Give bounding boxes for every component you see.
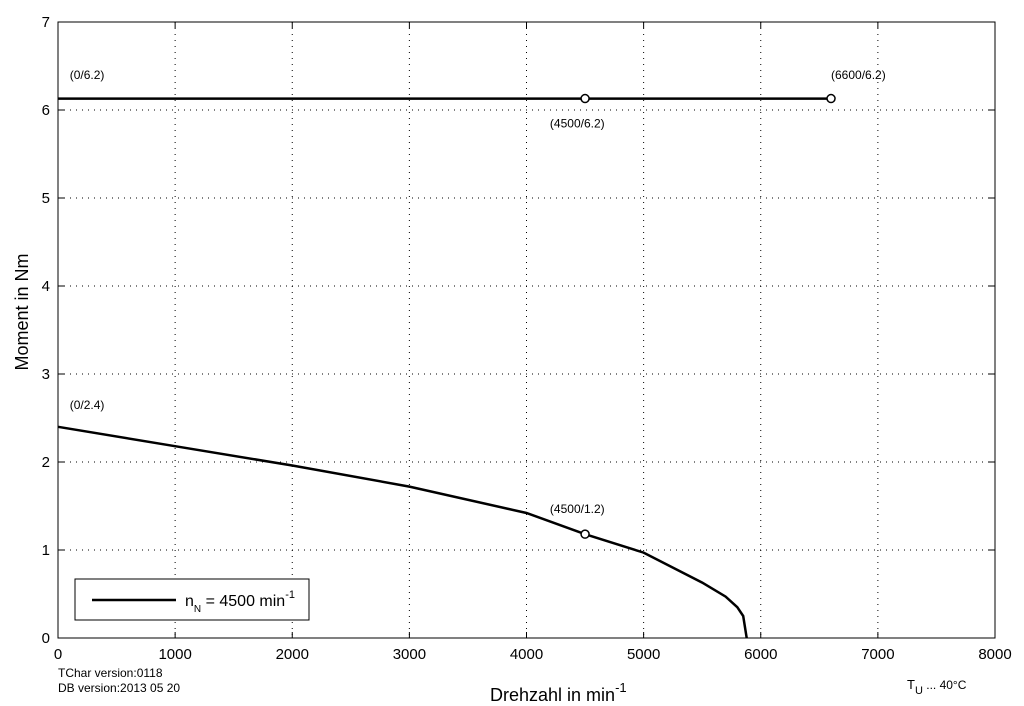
x-tick-label: 5000: [627, 646, 660, 663]
grid: [58, 22, 995, 638]
y-tick-label: 0: [42, 630, 50, 647]
data-point-marker: [580, 529, 590, 539]
y-tick-label: 7: [42, 14, 50, 31]
x-tick-label: 2000: [276, 646, 309, 663]
y-tick-label: 2: [42, 454, 50, 471]
ambient-temperature: TU ... 40°C: [907, 677, 967, 697]
y-tick-label: 3: [42, 366, 50, 383]
ambient-subscript: U: [915, 685, 923, 697]
x-tick-label: 6000: [744, 646, 777, 663]
point-annotation: (6600/6.2): [831, 68, 886, 82]
series-line-2: [57, 425, 748, 639]
ambient-value: ... 40°C: [923, 678, 967, 692]
y-axis-label: Moment in Nm: [12, 253, 32, 370]
data-point-marker: [826, 93, 836, 104]
plot-area-frame: [57, 21, 996, 639]
legend-subscript: N: [194, 604, 201, 615]
x-tick-label: 3000: [393, 646, 426, 663]
series-lines: [57, 97, 831, 639]
legend-symbol: n: [185, 593, 194, 610]
point-annotation: (0/2.4): [70, 398, 105, 412]
point-annotation: (4500/1.2): [550, 502, 605, 516]
x-axis-label: Drehzahl in min-1: [490, 680, 627, 705]
y-tick-label: 4: [42, 278, 50, 295]
point-annotations: (0/6.2) (6600/6.2) (4500/6.2) (0/2.4) (4500/…: [70, 68, 886, 516]
point-annotation: (0/6.2): [70, 68, 105, 82]
legend-label: nN = 4500 min-1: [185, 589, 295, 615]
x-tick-label: 4000: [510, 646, 543, 663]
x-tick-label: 7000: [861, 646, 894, 663]
legend-text: = 4500 min: [201, 593, 285, 610]
x-tick-label: 8000: [978, 646, 1011, 663]
y-tick-label: 5: [42, 190, 50, 207]
point-annotation: (4500/6.2): [550, 117, 605, 131]
x-tick-label: 1000: [158, 646, 191, 663]
data-markers: [580, 93, 836, 539]
legend: nN = 4500 min-1: [74, 578, 310, 621]
data-point-marker: [580, 93, 590, 104]
db-version: DB version:2013 05 20: [58, 681, 180, 695]
tchar-version: TChar version:0118: [58, 666, 163, 680]
x-axis-label-sup: -1: [615, 680, 627, 695]
ambient-symbol: T: [907, 677, 915, 692]
x-axis-label-text: Drehzahl in min: [490, 685, 615, 705]
y-tick-label: 6: [42, 102, 50, 119]
y-tick-label: 1: [42, 542, 50, 559]
legend-superscript: -1: [285, 589, 295, 601]
axis-ticks: 0 1000 2000 3000 4000 5000 6000 7000 8000 0 1 2 3 4 5 6…: [42, 14, 1012, 663]
x-tick-label: 0: [54, 646, 62, 663]
